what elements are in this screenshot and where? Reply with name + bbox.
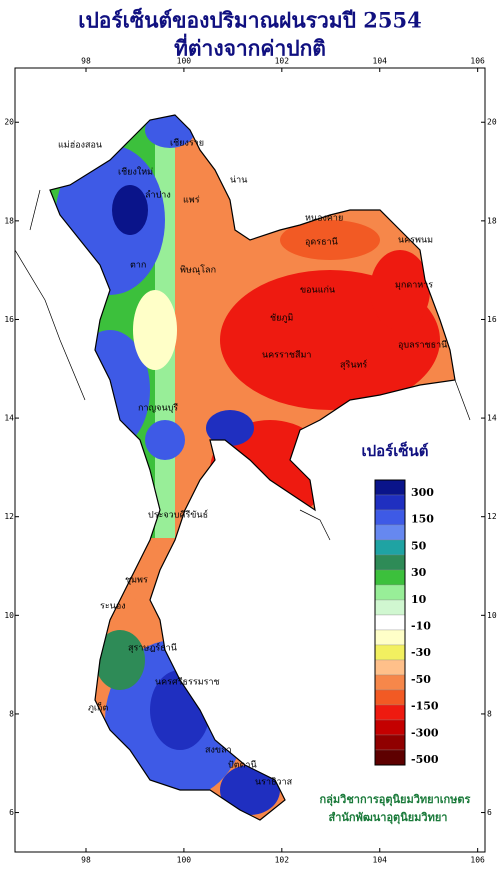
x-tick-label: 104 — [373, 856, 388, 865]
y-tick-label: 8 — [9, 709, 14, 718]
country-border — [49, 114, 456, 821]
province-label: มุกดาหาร — [395, 281, 433, 291]
legend-label: 300 — [411, 486, 434, 499]
province-label: ชุมพร — [125, 576, 148, 586]
province-label: อุบลราชธานี — [398, 340, 447, 351]
legend-label: -50 — [411, 673, 431, 686]
legend-label: -10 — [411, 620, 431, 633]
legend-swatch — [374, 569, 406, 586]
province-label: สงขลา — [205, 746, 232, 756]
legend-title: เปอร์เซ็นต์ — [361, 441, 428, 460]
province-label: นราธิวาส — [255, 777, 293, 788]
x-tick-label: 106 — [470, 856, 485, 865]
y-tick-label: 16 — [487, 315, 497, 324]
legend-swatch — [374, 644, 406, 661]
province-labels: เชียงราย แม่ฮ่องสอน เชียงใหม่ ลำปาง น่าน… — [58, 138, 447, 788]
province-label: นครศรีธรรมราช — [155, 677, 220, 688]
x-tick-label: 104 — [373, 57, 388, 66]
y-tick-label: 18 — [487, 216, 497, 225]
map-frame — [14, 67, 486, 853]
province-label: ประจวบคีรีขันธ์ — [148, 509, 208, 521]
y-tick-label: 6 — [9, 808, 14, 817]
legend-label: 10 — [411, 593, 427, 606]
y-tick-label: 18 — [4, 216, 14, 225]
legend-swatch — [374, 659, 406, 676]
x-tick-label: 102 — [275, 57, 290, 66]
y-tick-label: 16 — [4, 315, 14, 324]
legend-swatch — [374, 719, 406, 736]
x-tick-label: 106 — [470, 57, 485, 66]
legend-label: 30 — [411, 566, 427, 579]
x-tick-label: 100 — [177, 856, 192, 865]
legend-swatch — [374, 539, 406, 556]
province-label: อุดรธานี — [305, 237, 338, 248]
credit: กลุ่มวิชาการอุตุนิยมวิทยาเกษตร — [320, 793, 471, 807]
legend-swatch — [374, 749, 406, 766]
legend-swatch — [374, 734, 406, 751]
legend-swatch — [374, 479, 406, 496]
y-tick-label: 20 — [4, 118, 14, 127]
legend-label: -150 — [411, 700, 439, 713]
province-label: ขอนแก่น — [300, 286, 335, 296]
x-tick-label: 102 — [275, 856, 290, 865]
province-label: สุรินทร์ — [340, 359, 367, 371]
legend-swatch — [374, 494, 406, 511]
y-tick-label: 12 — [4, 512, 14, 521]
province-label: ตาก — [130, 261, 146, 271]
y-tick-label: 8 — [487, 709, 492, 718]
legend-swatch — [374, 689, 406, 706]
x-tick-label: 98 — [81, 57, 91, 66]
legend-swatch — [374, 524, 406, 541]
province-label: เชียงใหม่ — [118, 167, 153, 178]
province-label: น่าน — [230, 176, 247, 186]
province-label: ปัตตานี — [228, 760, 257, 771]
title: เปอร์เซ็นต์ของปริมาณฝนรวมปี 2554 — [78, 7, 421, 33]
legend-swatch — [374, 674, 406, 691]
legend-label: -30 — [411, 646, 431, 659]
x-tick-label: 100 — [177, 57, 192, 66]
y-tick-label: 10 — [4, 611, 14, 620]
province-label: กาญจนบุรี — [138, 403, 178, 414]
legend-label: 150 — [411, 513, 434, 526]
legend-swatch — [374, 554, 406, 571]
province-label: ภูเก็ต — [88, 701, 108, 714]
legend-swatch — [374, 509, 406, 526]
legend-label: -300 — [411, 726, 439, 739]
legend-swatch — [374, 599, 406, 616]
province-label: แพร่ — [183, 196, 200, 206]
legend-frame — [374, 479, 406, 766]
province-label: หนองคาย — [305, 214, 343, 224]
y-tick-label: 12 — [487, 512, 497, 521]
y-tick-label: 10 — [487, 611, 497, 620]
y-tick-label: 6 — [487, 808, 492, 817]
axis-ticks: 98 98 100 100 102 102 104 104 106 106 6 6 8 8 10 10 12 12… — [4, 57, 496, 865]
province-label: นครพนม — [398, 236, 433, 246]
province-label: ลำปาง — [145, 190, 171, 201]
province-label: สุราษฎร์ธานี — [128, 642, 177, 654]
legend-swatch — [374, 614, 406, 631]
legend-swatch — [374, 704, 406, 721]
legend-swatch — [374, 629, 406, 646]
title: ที่ต่างจากค่าปกติ — [174, 33, 326, 61]
y-tick-label: 14 — [4, 414, 14, 423]
province-label: นครราชสีมา — [262, 350, 311, 361]
province-label: ชัยภูมิ — [270, 313, 293, 324]
province-label: ระนอง — [100, 602, 126, 612]
province-label: เชียงราย — [170, 138, 204, 149]
neighbor-border — [14, 189, 471, 541]
legend: 300 150 50 30 10 -10 -30 -50 -150 -300 -500 — [374, 479, 439, 766]
legend-label: -500 — [411, 753, 439, 766]
y-tick-label: 14 — [487, 414, 497, 423]
credit: สำนักพัฒนาอุตุนิยมวิทยา — [329, 811, 448, 825]
legend-swatch — [374, 584, 406, 601]
province-label: พิษณุโลก — [180, 265, 216, 276]
y-tick-label: 20 — [487, 118, 497, 127]
x-tick-label: 98 — [81, 856, 91, 865]
province-label: แม่ฮ่องสอน — [58, 141, 102, 151]
legend-label: 50 — [411, 539, 427, 552]
